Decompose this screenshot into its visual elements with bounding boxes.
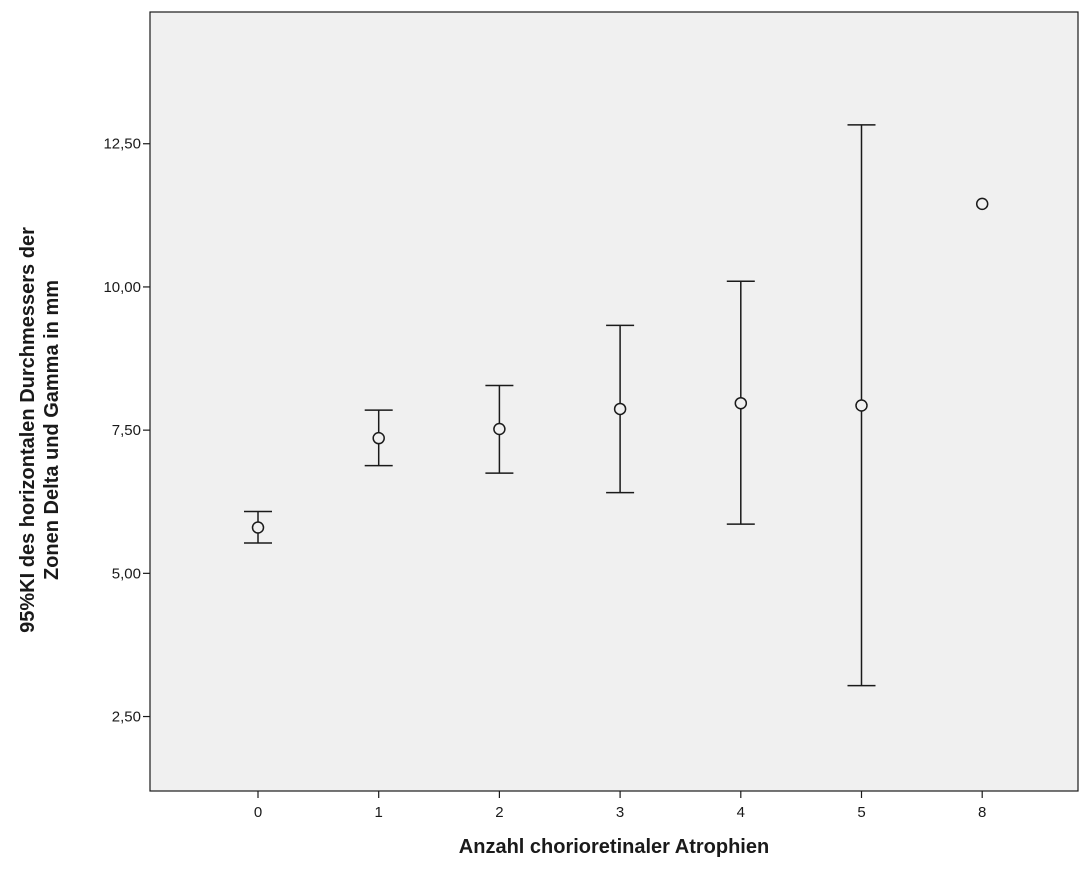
mean-point (493, 422, 506, 436)
x-tick-label: 3 (616, 804, 624, 821)
y-tick-label: 12,50 (103, 136, 141, 153)
x-axis: 0 1 2 3 4 5 8 (254, 791, 986, 821)
y-tick-label: 2,50 (112, 709, 141, 726)
plot-area (149, 11, 1079, 792)
x-tick-label: 0 (254, 804, 262, 821)
y-axis-title-line-1: 95%KI des horizontalen Durchmessers der (17, 227, 39, 633)
data-marks (244, 124, 989, 687)
y-tick-label: 10,00 (103, 279, 141, 296)
x-axis-title: Anzahl chorioretinaler Atrophien (459, 836, 769, 858)
x-tick-label: 1 (375, 804, 383, 821)
mean-point (613, 402, 627, 416)
x-tick-label: 2 (495, 804, 503, 821)
x-tick-label: 5 (857, 804, 865, 821)
mean-point (734, 396, 748, 410)
y-axis: 2,50 5,00 7,50 10,00 12,50 (103, 136, 150, 726)
mean-point (251, 521, 265, 534)
y-tick-label: 7,50 (112, 422, 141, 439)
x-tick-label: 8 (978, 804, 986, 821)
y-axis-title-line-2: Zonen Delta und Gamma in mm (41, 280, 63, 580)
mean-point (855, 399, 868, 412)
x-tick-label: 4 (737, 804, 745, 821)
mean-point (372, 431, 385, 445)
mean-point (975, 197, 989, 211)
y-tick-label: 5,00 (112, 565, 141, 582)
